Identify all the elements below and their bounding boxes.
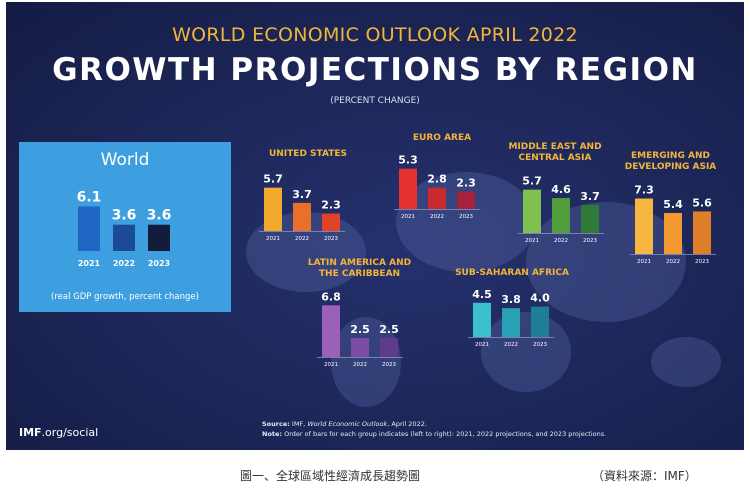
value-label-euro-2023: 2.3 (456, 177, 476, 190)
category-label-euro-2022: 2022 (430, 214, 444, 220)
value-label-euro-2021: 5.3 (398, 154, 418, 167)
category-label-world-2021: 2021 (78, 259, 101, 268)
region-title-latam: LATIN AMERICA AND THE CARIBBEAN (307, 258, 412, 279)
category-label-us-2022: 2022 (295, 236, 309, 242)
bar-asia-2023 (693, 211, 711, 254)
value-label-asia-2023: 5.6 (692, 196, 712, 209)
value-label-mena-2021: 5.7 (522, 175, 542, 188)
bar-ssa-2022 (502, 308, 520, 337)
value-label-asia-2022: 5.4 (663, 198, 683, 211)
bar-mena-2023 (581, 204, 599, 233)
category-label-mena-2022: 2022 (554, 238, 568, 244)
source-note: Source: IMF, World Economic Outlook, Apr… (262, 419, 606, 439)
value-label-latam-2021: 6.8 (321, 290, 341, 303)
figure-credit: （資料來源：IMF） (592, 469, 697, 483)
value-label-world-2023: 3.6 (147, 208, 172, 224)
category-label-mena-2023: 2023 (583, 238, 597, 244)
value-label-ssa-2023: 4.0 (530, 292, 550, 305)
infographic-poster: WORLD ECONOMIC OUTLOOK APRIL 2022 GROWTH… (6, 2, 744, 450)
bar-euro-2023 (457, 191, 475, 209)
bar-latam-2021 (322, 305, 340, 357)
value-label-world-2021: 6.1 (77, 189, 102, 205)
bar-asia-2022 (664, 212, 682, 254)
value-label-latam-2023: 2.5 (379, 323, 399, 336)
category-label-latam-2021: 2021 (324, 362, 338, 368)
category-label-ssa-2023: 2023 (533, 342, 547, 348)
bar-world-2023 (148, 224, 170, 251)
value-label-us-2023: 2.3 (321, 199, 341, 212)
region-title-mena: MIDDLE EAST AND CENTRAL ASIA (508, 142, 602, 163)
value-label-mena-2022: 4.6 (551, 183, 571, 196)
brand-bold: IMF (19, 426, 42, 439)
unit-subtitle: (PERCENT CHANGE) (330, 96, 420, 106)
bar-us-2022 (293, 202, 311, 231)
bar-latam-2022 (351, 338, 369, 357)
bar-world-2022 (113, 224, 135, 251)
bar-ssa-2021 (473, 302, 491, 337)
bar-world-2021 (78, 206, 100, 251)
bar-charts: 6.1 2021 3.6 2022 3.6 2023 5.7 2021 3.7 2022 2.3 20… (77, 154, 716, 368)
category-label-us-2021: 2021 (266, 236, 280, 242)
bar-us-2021 (264, 187, 282, 231)
world-note: (real GDP growth, percent change) (51, 292, 199, 302)
source-publication: World Economic Outlook (307, 420, 388, 428)
region-title-euro: EURO AREA (412, 133, 472, 143)
category-label-latam-2022: 2022 (353, 362, 367, 368)
category-label-euro-2021: 2021 (401, 214, 415, 220)
source-text: IMF, (291, 420, 308, 428)
figure-caption: 圖一、全球區域性經濟成長趨勢圖 (240, 469, 421, 483)
source-date: , April 2022. (387, 420, 427, 428)
bar-mena-2022 (552, 198, 570, 233)
category-label-ssa-2021: 2021 (475, 342, 489, 348)
report-kicker: WORLD ECONOMIC OUTLOOK APRIL 2022 (172, 24, 578, 46)
source-label: Source: (262, 420, 290, 428)
world-title: World (100, 150, 150, 170)
value-label-us-2022: 3.7 (292, 188, 312, 201)
bar-latam-2023 (380, 338, 398, 357)
category-label-mena-2021: 2021 (525, 238, 539, 244)
value-label-us-2021: 5.7 (263, 173, 283, 186)
category-label-world-2022: 2022 (113, 259, 135, 268)
note-label: Note: (262, 430, 283, 438)
value-label-ssa-2022: 3.8 (501, 293, 521, 306)
bar-euro-2022 (428, 187, 446, 209)
category-label-asia-2023: 2023 (695, 259, 709, 265)
category-label-world-2023: 2023 (148, 259, 170, 268)
value-label-latam-2022: 2.5 (350, 323, 370, 336)
note-text: Order of bars for each group indicates (… (284, 430, 607, 438)
region-title-asia: EMERGING AND DEVELOPING ASIA (624, 151, 717, 172)
category-label-asia-2021: 2021 (637, 259, 651, 265)
category-label-euro-2023: 2023 (459, 214, 473, 220)
category-label-ssa-2022: 2022 (504, 342, 518, 348)
bar-mena-2021 (523, 189, 541, 233)
bar-euro-2021 (399, 168, 417, 209)
category-label-us-2023: 2023 (324, 236, 338, 242)
brand-rest: .org/social (41, 426, 99, 439)
region-title-us: UNITED STATES (268, 149, 348, 159)
bar-ssa-2023 (531, 306, 549, 337)
page-title: GROWTH PROJECTIONS BY REGION (52, 52, 698, 88)
value-label-mena-2023: 3.7 (580, 190, 600, 203)
value-label-asia-2021: 7.3 (634, 184, 654, 197)
value-label-world-2022: 3.6 (112, 208, 137, 224)
value-label-ssa-2021: 4.5 (472, 288, 492, 301)
bar-asia-2021 (635, 198, 653, 254)
bar-us-2023 (322, 213, 340, 231)
region-title-ssa: SUB-SAHARAN AFRICA (455, 268, 569, 278)
category-label-asia-2022: 2022 (666, 259, 680, 265)
brand-link: IMF.org/social (19, 426, 98, 439)
value-label-euro-2022: 2.8 (427, 173, 447, 186)
category-label-latam-2023: 2023 (382, 362, 396, 368)
